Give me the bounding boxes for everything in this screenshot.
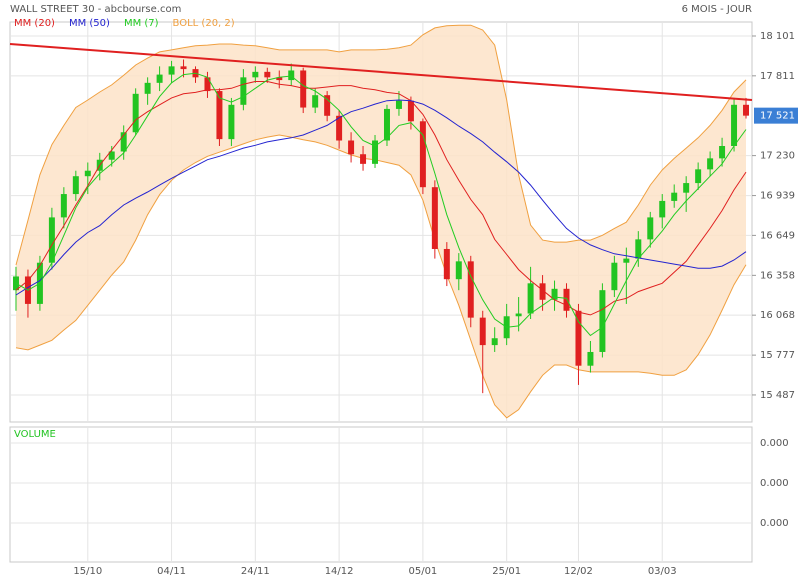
candle-body xyxy=(240,77,247,105)
last-price-label: 17 521 xyxy=(760,111,795,122)
moving-average xyxy=(15,72,747,337)
y-tick-label: 16 358 xyxy=(760,270,795,281)
candle-body xyxy=(395,100,402,109)
x-tick-label: 12/02 xyxy=(564,566,593,577)
y-tick-label: 16 939 xyxy=(760,191,795,202)
candle-body xyxy=(443,248,450,280)
bollinger-area xyxy=(16,25,746,418)
candle-body xyxy=(264,71,271,78)
x-tick-label: 15/10 xyxy=(73,566,102,577)
x-tick-label: 04/11 xyxy=(157,566,186,577)
y-tick-label: 15 777 xyxy=(760,350,795,361)
candle-body xyxy=(527,283,534,314)
y-tick-label: 0.000 xyxy=(760,518,789,529)
candle-body xyxy=(611,262,618,291)
candle-body xyxy=(252,71,259,78)
candle-body xyxy=(360,154,367,164)
y-tick-label: 15 487 xyxy=(760,390,795,401)
candle-body xyxy=(336,115,343,141)
volume-frame xyxy=(9,426,753,563)
candle-body xyxy=(120,132,127,152)
volume-title: VOLUME xyxy=(14,429,56,440)
candle-body xyxy=(72,176,79,195)
bollinger-upper xyxy=(15,24,747,266)
candle-body xyxy=(180,66,187,70)
candle-body xyxy=(695,169,702,184)
candle-body xyxy=(12,276,19,291)
candle-body xyxy=(467,261,474,318)
candle-body xyxy=(383,108,390,141)
legend-entry: MM (7) xyxy=(124,18,159,29)
legend-entry: BOLL (20, 2) xyxy=(173,18,235,29)
legend-entry: MM (20) xyxy=(14,18,55,29)
x-tick-label: 03/03 xyxy=(648,566,677,577)
moving-average xyxy=(15,99,747,296)
y-tick-label: 0.000 xyxy=(760,478,789,489)
candle-body xyxy=(48,217,55,263)
candle-body xyxy=(671,192,678,201)
y-tick-label: 17 230 xyxy=(760,151,795,162)
last-price-box xyxy=(754,107,798,124)
candle-body xyxy=(707,158,714,170)
candle-body xyxy=(108,151,115,160)
candle-body xyxy=(731,104,738,146)
candle-body xyxy=(743,104,750,116)
candle-body xyxy=(156,74,163,83)
candle-body xyxy=(312,95,319,108)
candle-body xyxy=(60,194,67,218)
candle-body xyxy=(575,310,582,366)
candle-body xyxy=(132,93,139,133)
candle-body xyxy=(431,187,438,249)
candle-body xyxy=(372,140,379,164)
candle-body xyxy=(84,170,91,177)
candle-body xyxy=(348,140,355,155)
candle-body xyxy=(539,283,546,300)
candle-body xyxy=(168,66,175,75)
moving-average xyxy=(15,81,747,316)
candle-body xyxy=(288,70,295,81)
candle-body xyxy=(144,82,151,94)
candle-body xyxy=(587,351,594,366)
candle-body xyxy=(635,239,642,259)
candle-body xyxy=(419,121,426,188)
bollinger-lower xyxy=(15,134,747,419)
y-tick-label: 0.000 xyxy=(760,438,789,449)
x-tick-label: 05/01 xyxy=(408,566,437,577)
candle-body xyxy=(479,317,486,346)
candle-body xyxy=(216,91,223,140)
candle-body xyxy=(563,288,570,311)
candle-body xyxy=(599,290,606,352)
candle-body xyxy=(228,104,235,140)
candle-body xyxy=(407,100,414,122)
candle-body xyxy=(551,288,558,300)
candle-body xyxy=(623,258,630,263)
candle-body xyxy=(491,338,498,346)
candle-body xyxy=(515,313,522,317)
candle-body xyxy=(683,183,690,193)
y-tick-label: 16 649 xyxy=(760,230,795,241)
candle-body xyxy=(647,217,654,240)
trend-line xyxy=(9,42,753,101)
x-tick-label: 14/12 xyxy=(325,566,354,577)
chart-title: WALL STREET 30 - abcbourse.com xyxy=(10,4,181,15)
candle-body xyxy=(276,77,283,81)
candle-body xyxy=(719,145,726,159)
candle-body xyxy=(300,70,307,108)
chart-subtitle: 6 MOIS - JOUR xyxy=(682,4,752,15)
candle-body xyxy=(659,200,666,218)
candle-body xyxy=(204,77,211,92)
x-tick-label: 25/01 xyxy=(492,566,521,577)
candle-body xyxy=(455,261,462,280)
legend-entry: MM (50) xyxy=(69,18,110,29)
y-tick-label: 18 101 xyxy=(760,31,795,42)
candle-body xyxy=(324,95,331,116)
y-tick-label: 17 811 xyxy=(760,71,795,82)
price-frame xyxy=(9,21,753,423)
x-tick-label: 24/11 xyxy=(241,566,270,577)
y-tick-label: 16 068 xyxy=(760,310,795,321)
